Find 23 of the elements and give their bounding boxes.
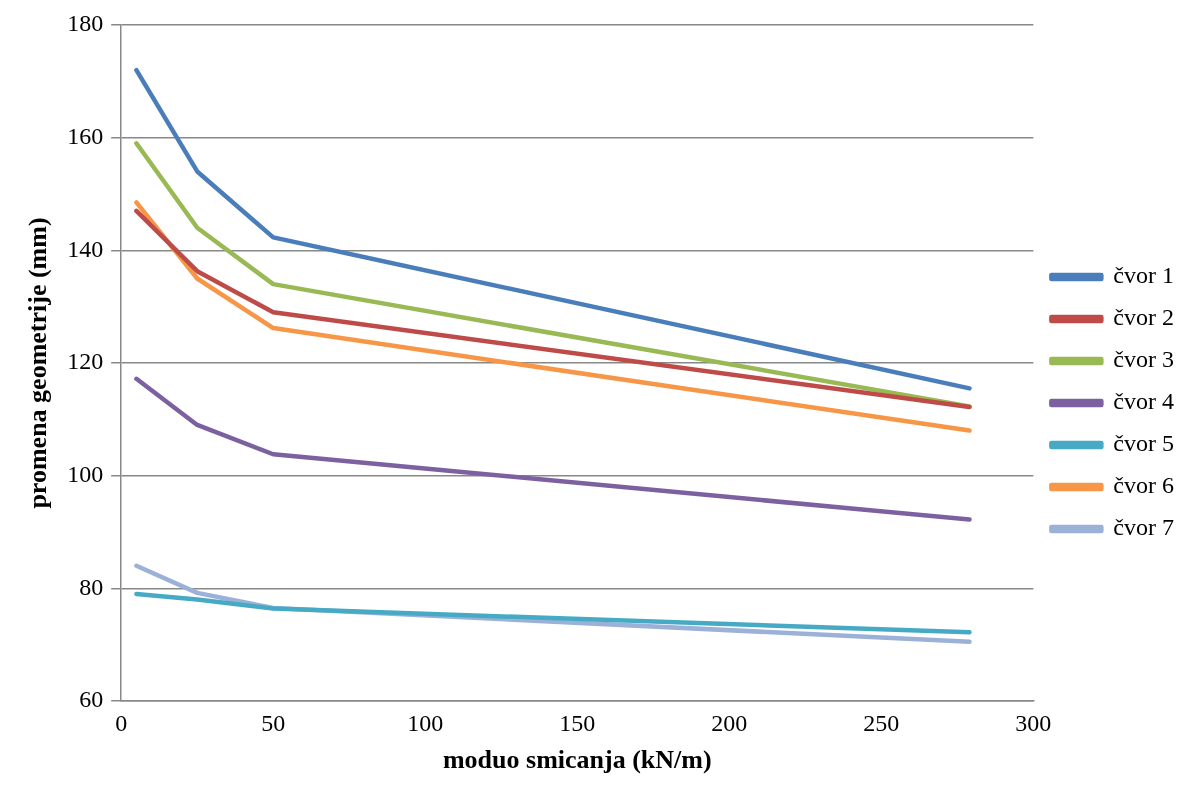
y-tick-label: 180: [67, 10, 104, 37]
legend-label: čvor 1: [1113, 262, 1175, 289]
y-tick-label: 80: [79, 573, 104, 600]
y-tick-label: 160: [67, 122, 104, 149]
x-tick-label: 50: [261, 709, 286, 736]
x-tick-label: 0: [115, 709, 128, 736]
x-tick-label: 100: [407, 709, 444, 736]
legend-label: čvor 3: [1113, 346, 1175, 373]
x-tick-label: 250: [863, 709, 900, 736]
x-tick-label: 150: [559, 709, 596, 736]
legend-label: čvor 7: [1113, 514, 1175, 541]
y-tick-label: 120: [67, 348, 104, 375]
legend-label: čvor 5: [1113, 430, 1175, 457]
legend-label: čvor 4: [1113, 388, 1175, 415]
y-tick-label: 60: [79, 686, 104, 713]
legend-label: čvor 6: [1113, 472, 1175, 499]
y-tick-label: 100: [67, 460, 104, 487]
x-tick-label: 300: [1015, 709, 1052, 736]
y-tick-label: 140: [67, 235, 104, 262]
legend-label: čvor 2: [1113, 304, 1175, 331]
x-axis-title: moduo smicanja (kN/m): [442, 745, 712, 775]
y-axis-title: promena geometrije (mm): [23, 217, 53, 509]
x-tick-label: 200: [711, 709, 748, 736]
